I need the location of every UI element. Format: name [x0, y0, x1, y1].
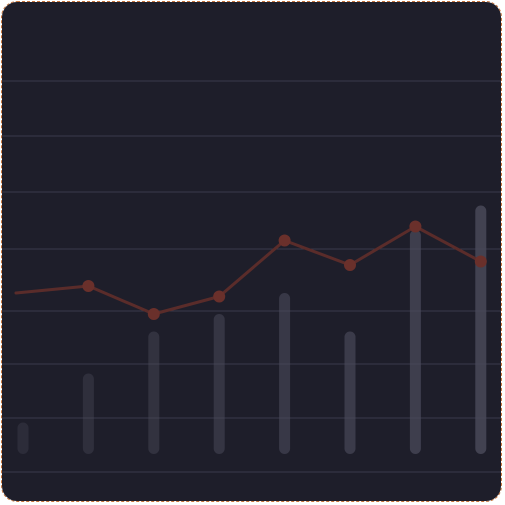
bar-series [17, 205, 487, 454]
line-path [14, 225, 483, 316]
line-point-4 [213, 290, 226, 303]
line-point-7 [409, 220, 422, 233]
bar-6 [344, 331, 356, 454]
bar-4 [213, 314, 225, 454]
bar-5 [279, 293, 291, 454]
gridlines [2, 80, 501, 473]
line-point-6 [344, 259, 356, 271]
line-point-2 [82, 280, 95, 292]
bar-7 [409, 230, 421, 454]
bar-1 [17, 422, 29, 454]
line-point-3 [147, 308, 160, 320]
line-point-5 [278, 234, 291, 247]
bar-8 [475, 205, 487, 454]
line-series [14, 220, 487, 320]
bar-2 [82, 373, 94, 454]
bar-3 [148, 331, 160, 454]
line-point-8 [474, 255, 487, 268]
